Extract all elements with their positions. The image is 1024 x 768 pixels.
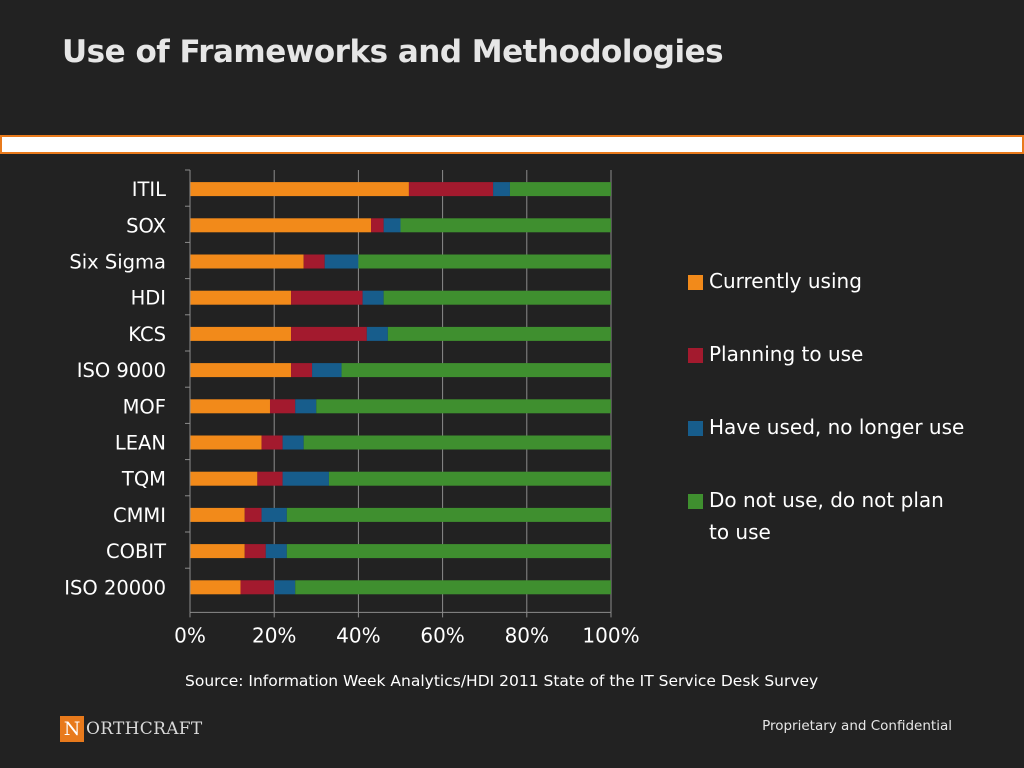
y-category-label: SOX — [126, 214, 166, 237]
slide-title: Use of Frameworks and Methodologies — [62, 34, 724, 70]
x-tick-label: 80% — [505, 623, 549, 647]
legend-item-do-not-use: Do not use, do not plan to use — [688, 484, 968, 548]
legend-label: Have used, no longer use — [709, 415, 965, 439]
bar-segment-iso-20000-s3 — [295, 580, 611, 595]
y-category-label: LEAN — [115, 432, 166, 455]
logo-text: ORTHCRAFT — [86, 719, 203, 739]
bar-segment-six-sigma-s3 — [358, 254, 611, 269]
bar-segment-cobit-s1 — [244, 544, 266, 559]
x-tick-label: 0% — [174, 623, 206, 647]
x-tick-label: 20% — [252, 623, 296, 647]
bar-segment-sox-s3 — [400, 218, 611, 233]
bar-segment-kcs-s2 — [366, 326, 388, 341]
bar-segment-lean-s3 — [303, 435, 611, 450]
bar-segment-mof-s1 — [269, 399, 296, 414]
chart-gridlines — [273, 170, 612, 613]
bar-segment-lean-s1 — [261, 435, 283, 450]
logo-initial: N — [60, 716, 84, 742]
bar-segment-iso-9000-s1 — [291, 363, 313, 378]
bar-segment-cmmi-s1 — [244, 507, 262, 522]
x-tick-label: 60% — [420, 623, 464, 647]
bar-segment-iso-20000-s0 — [190, 580, 241, 595]
bar-segment-hdi-s0 — [190, 290, 292, 305]
bar-segment-kcs-s1 — [291, 326, 367, 341]
y-category-label: COBIT — [106, 540, 166, 563]
bar-segment-six-sigma-s0 — [190, 254, 304, 269]
y-category-label: Six Sigma — [69, 251, 166, 274]
y-category-label: ITIL — [132, 178, 166, 201]
source-citation: Source: Information Week Analytics/HDI 2… — [185, 672, 819, 690]
legend-item-have-used: Have used, no longer use — [688, 411, 968, 443]
bar-segment-iso-9000-s3 — [341, 363, 611, 378]
bar-segment-iso-9000-s2 — [312, 363, 342, 378]
bar-segment-itil-s0 — [190, 182, 409, 197]
bar-segment-cobit-s0 — [190, 544, 245, 559]
bar-segment-sox-s1 — [371, 218, 384, 233]
bar-segment-tqm-s1 — [257, 471, 283, 486]
bar-segment-kcs-s0 — [190, 326, 292, 341]
bar-segment-tqm-s2 — [282, 471, 329, 486]
stacked-bar-chart: 0% 20% 40% 60% 80% 100% ITIL SOX Six Sigma HDI KCS… — [64, 169, 640, 647]
bar-segment-kcs-s3 — [387, 326, 611, 341]
bar-segment-cmmi-s3 — [286, 507, 611, 522]
chart-bars — [190, 182, 611, 595]
bar-segment-cobit-s2 — [265, 544, 287, 559]
legend-label: Planning to use — [709, 342, 864, 366]
legend-swatch — [688, 421, 703, 436]
bar-segment-hdi-s1 — [291, 290, 363, 305]
bar-segment-lean-s0 — [190, 435, 262, 450]
legend-label: Currently using — [709, 269, 862, 293]
y-category-label: ISO 9000 — [77, 359, 166, 382]
bar-segment-tqm-s0 — [190, 471, 258, 486]
legend-item-planning-to-use: Planning to use — [688, 338, 968, 370]
bar-segment-cmmi-s0 — [190, 507, 245, 522]
bar-segment-hdi-s2 — [362, 290, 384, 305]
bar-segment-six-sigma-s1 — [303, 254, 325, 269]
bar-segment-cmmi-s2 — [261, 507, 287, 522]
bar-segment-mof-s0 — [190, 399, 270, 414]
legend-swatch — [688, 348, 703, 363]
bar-segment-mof-s2 — [295, 399, 317, 414]
bar-segment-iso-9000-s0 — [190, 363, 292, 378]
bar-segment-iso-20000-s2 — [274, 580, 296, 595]
y-category-label: ISO 20000 — [64, 576, 166, 599]
bar-segment-sox-s0 — [190, 218, 372, 233]
legend-swatch — [688, 275, 703, 290]
bar-segment-six-sigma-s2 — [324, 254, 359, 269]
title-divider-bar — [0, 135, 1024, 154]
bar-segment-itil-s2 — [493, 182, 510, 197]
chart-labels: 0% 20% 40% 60% 80% 100% ITIL SOX Six Sigma HDI KCS… — [64, 178, 639, 647]
northcraft-logo: N ORTHCRAFT — [60, 716, 203, 742]
y-category-label: TQM — [121, 468, 166, 491]
bar-segment-lean-s2 — [282, 435, 304, 450]
x-tick-label: 40% — [336, 623, 380, 647]
bar-segment-iso-20000-s1 — [240, 580, 275, 595]
y-category-label: CMMI — [113, 504, 166, 527]
bar-segment-tqm-s3 — [328, 471, 611, 486]
legend-label: Do not use, do not plan to use — [709, 488, 944, 544]
x-tick-label: 100% — [582, 623, 639, 647]
chart-axes — [185, 169, 612, 618]
y-category-label: KCS — [128, 323, 166, 346]
y-category-label: MOF — [123, 395, 166, 418]
bar-segment-cobit-s3 — [286, 544, 611, 559]
legend-swatch — [688, 494, 703, 509]
legend-item-currently-using: Currently using — [688, 265, 968, 297]
bar-segment-itil-s3 — [509, 182, 611, 197]
bar-segment-sox-s2 — [383, 218, 401, 233]
bar-segment-itil-s1 — [408, 182, 494, 197]
bar-segment-mof-s3 — [316, 399, 611, 414]
bar-segment-hdi-s3 — [383, 290, 611, 305]
y-category-label: HDI — [131, 287, 166, 310]
confidential-notice: Proprietary and Confidential — [762, 718, 952, 734]
